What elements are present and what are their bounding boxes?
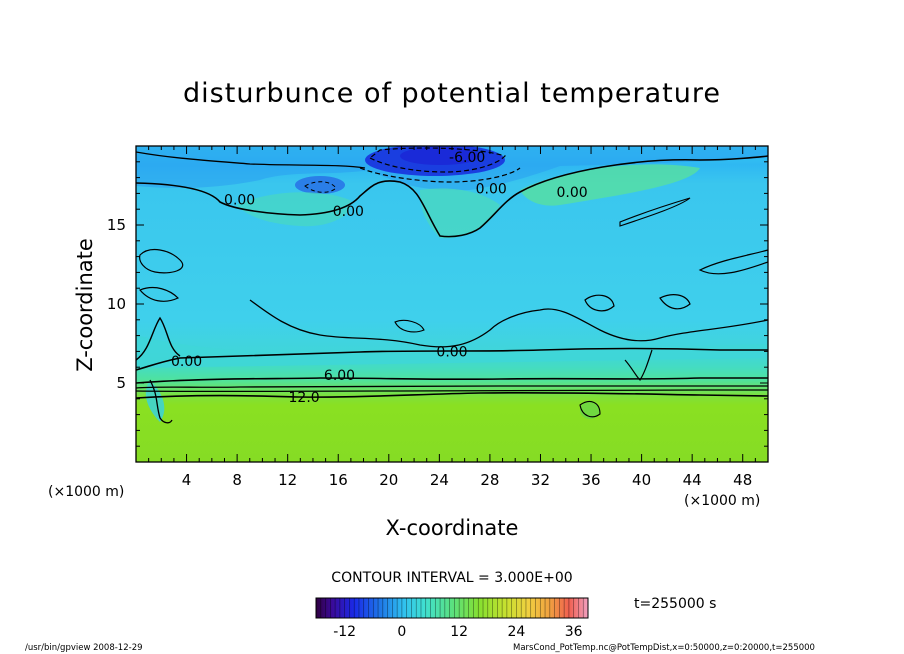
contour-label: 12.0 [289,390,320,406]
plot-area [136,146,768,462]
contour-lower-left-dip [149,379,173,424]
contour-label: 0.00 [436,344,467,360]
colorbar: -12 0 12 24 36 [315,597,589,640]
contour-island-g [394,319,425,333]
x-tick-label: 48 [733,471,752,489]
contour-lines [136,147,768,424]
contour-line-0-rise [249,299,768,348]
chart-title: disturbunce of potential temperature [183,78,721,109]
x-axis-title: X-coordinate [386,516,519,540]
x-axis-ticks: 4 8 12 16 20 24 28 32 36 40 44 48 [148,146,756,489]
contour-line-0-mid [136,316,181,361]
colorbar-tick-label: 24 [508,624,526,640]
x-tick-label: 4 [182,471,192,489]
contour-island-b [139,286,180,302]
contour-line-neg3 [359,167,521,183]
x-tick-label: 20 [379,471,398,489]
colorbar-stripes [320,598,584,618]
contour-label: 0.00 [476,182,507,198]
colorbar-ticks: -12 0 12 24 36 [333,624,582,640]
footer-right: MarsCond_PotTemp.nc@PotTempDist,x=0:5000… [513,643,815,653]
contour-line-12 [136,391,768,399]
field-cold-patch-left [295,176,345,194]
field-green-patch-left [236,192,351,227]
colorbar-tick-label: 36 [565,624,583,640]
contour-label: 0.00 [333,204,364,220]
contour-island-f [619,197,691,227]
contour-island-a [139,248,184,274]
contour-label: 0.00 [556,185,587,201]
contour-line-9 [136,389,768,393]
contour-line-0-upper [136,155,768,238]
y-tick-label: 10 [107,295,126,313]
x-tick-label: 24 [430,471,449,489]
contour-label: 0.00 [224,193,255,209]
field-dark-pocket [145,380,165,422]
contour-right-dip [624,349,653,381]
contour-island-d [659,294,691,310]
colorbar-frame [315,597,589,619]
x-tick-label: 28 [480,471,499,489]
contour-island-e [698,249,768,275]
y-axis-ticks: 5 10 15 [107,161,768,447]
contour-label: -6.00 [449,150,485,166]
contour-interval-text: CONTOUR INTERVAL = 3.000E+00 [331,570,572,586]
x-tick-label: 8 [232,471,242,489]
x-tick-label: 16 [329,471,348,489]
x-tick-label: 40 [632,471,651,489]
footer-left: /usr/bin/gpview 2008-12-29 [25,643,143,653]
contour-island-c [584,294,615,312]
y-tick-label: 5 [116,374,126,392]
x-unit-label-right: (×1000 m) [684,493,760,509]
time-label: t=255000 s [634,596,716,612]
x-tick-label: 44 [683,471,702,489]
contour-line-3 [136,385,768,389]
x-tick-label: 32 [531,471,550,489]
colorbar-fill [316,598,588,618]
x-tick-label: 12 [278,471,297,489]
x-tick-label: 36 [581,471,600,489]
y-axis-title: Z-coordinate [73,238,97,372]
colorbar-tick-label: -12 [333,624,356,640]
colorbar-tick-label: 12 [450,624,468,640]
x-unit-label-left: (×1000 m) [48,484,124,500]
contour-island-h [579,401,601,418]
contour-line-0-top [136,151,366,169]
field-cold-core-inner [400,147,480,165]
contour-label: 6.00 [324,368,355,384]
contour-line-neg-small [304,181,337,193]
contour-line-6 [136,377,768,384]
y-tick-label: 15 [107,216,126,234]
colorbar-tick-label: 0 [397,624,406,640]
contour-label: 0.00 [171,354,202,370]
field-green-patch-mid [420,188,500,239]
contour-line-0-lower [136,347,768,371]
